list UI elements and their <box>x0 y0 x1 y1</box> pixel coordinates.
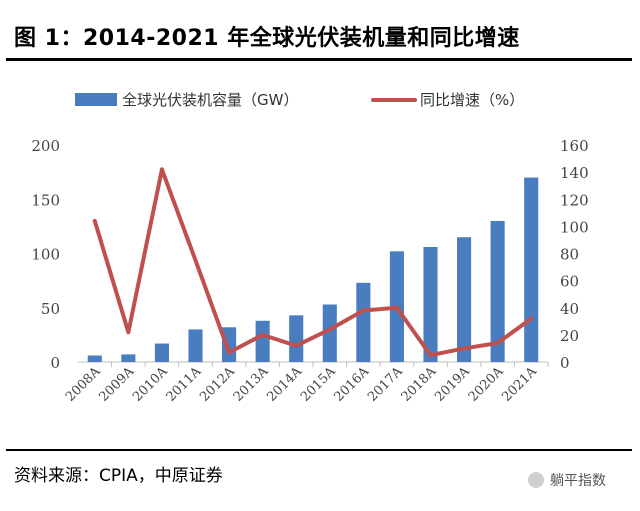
x-tick-label: 2021A <box>499 364 540 405</box>
bar <box>423 246 438 362</box>
bar <box>188 329 203 362</box>
growth-point <box>92 218 97 223</box>
x-tick-label: 2019A <box>432 364 473 405</box>
watermark: 躺平指数 <box>528 470 606 490</box>
x-tick-label: 2017A <box>365 364 406 405</box>
legend-swatch-bars <box>75 93 117 106</box>
x-tick-label: 2016A <box>332 364 373 405</box>
watermark-text: 躺平指数 <box>550 473 606 489</box>
legend-label-bars: 全球光伏装机容量（GW） <box>122 91 298 109</box>
y-right-tick-label: 60 <box>560 273 579 291</box>
x-tick-label: 2014A <box>264 364 305 405</box>
wechat-icon <box>528 472 544 488</box>
y-right-tick-label: 20 <box>560 327 579 345</box>
legend-label-line: 同比增速（%） <box>420 91 524 109</box>
bar <box>87 355 102 362</box>
bar <box>524 177 539 362</box>
growth-point <box>361 308 366 313</box>
y-right-tick-label: 100 <box>560 218 589 236</box>
x-tick-label: 2012A <box>197 364 238 405</box>
footer-rule <box>6 449 632 451</box>
y-left-tick-label: 150 <box>31 191 60 209</box>
growth-point <box>260 332 265 337</box>
bar <box>289 315 304 362</box>
growth-point <box>394 305 399 310</box>
y-left-tick-label: 0 <box>50 354 60 372</box>
growth-point <box>227 350 232 355</box>
chart-title: 图 1：2014-2021 年全球光伏装机量和同比增速 <box>14 26 520 51</box>
bar <box>322 304 337 362</box>
x-tick-label: 2018A <box>399 364 440 405</box>
bar <box>490 220 505 362</box>
x-tick-label: 2015A <box>298 364 339 405</box>
growth-point <box>529 316 534 321</box>
y-right-tick-label: 140 <box>560 164 589 182</box>
y-right-tick-label: 160 <box>560 137 589 155</box>
bar <box>255 320 270 362</box>
y-right-tick-label: 0 <box>560 354 570 372</box>
growth-point <box>327 327 332 332</box>
bar <box>121 354 136 362</box>
y-right-tick-label: 80 <box>560 246 579 264</box>
growth-point <box>126 330 131 335</box>
x-tick-label: 2011A <box>164 364 205 405</box>
growth-point <box>428 353 433 358</box>
x-tick-label: 2020A <box>466 364 507 405</box>
growth-point <box>495 341 500 346</box>
title-rule <box>6 58 632 61</box>
x-tick-label: 2010A <box>130 364 171 405</box>
bar <box>154 343 169 362</box>
growth-line <box>92 167 534 358</box>
y-left-tick-label: 200 <box>31 137 60 155</box>
combo-chart: 全球光伏装机容量（GW） 同比增速（%） 0 50 100 150 200 0 20 40 60 80… <box>31 91 589 405</box>
growth-point <box>193 258 198 263</box>
bar <box>457 237 472 362</box>
x-tick-label: 2009A <box>97 364 138 405</box>
growth-point <box>294 343 299 348</box>
bar <box>222 327 237 362</box>
growth-point <box>462 346 467 351</box>
y-left-tick-label: 100 <box>31 246 60 264</box>
y-right-tick-label: 40 <box>560 300 579 318</box>
x-tick-label: 2013A <box>231 364 272 405</box>
y-left-tick-label: 50 <box>41 300 60 318</box>
bar <box>356 282 371 362</box>
y-right-tick-label: 120 <box>560 191 589 209</box>
source-note: 资料来源：CPIA，中原证券 <box>14 466 223 486</box>
growth-point <box>159 167 164 172</box>
x-tick-label: 2008A <box>63 364 104 405</box>
